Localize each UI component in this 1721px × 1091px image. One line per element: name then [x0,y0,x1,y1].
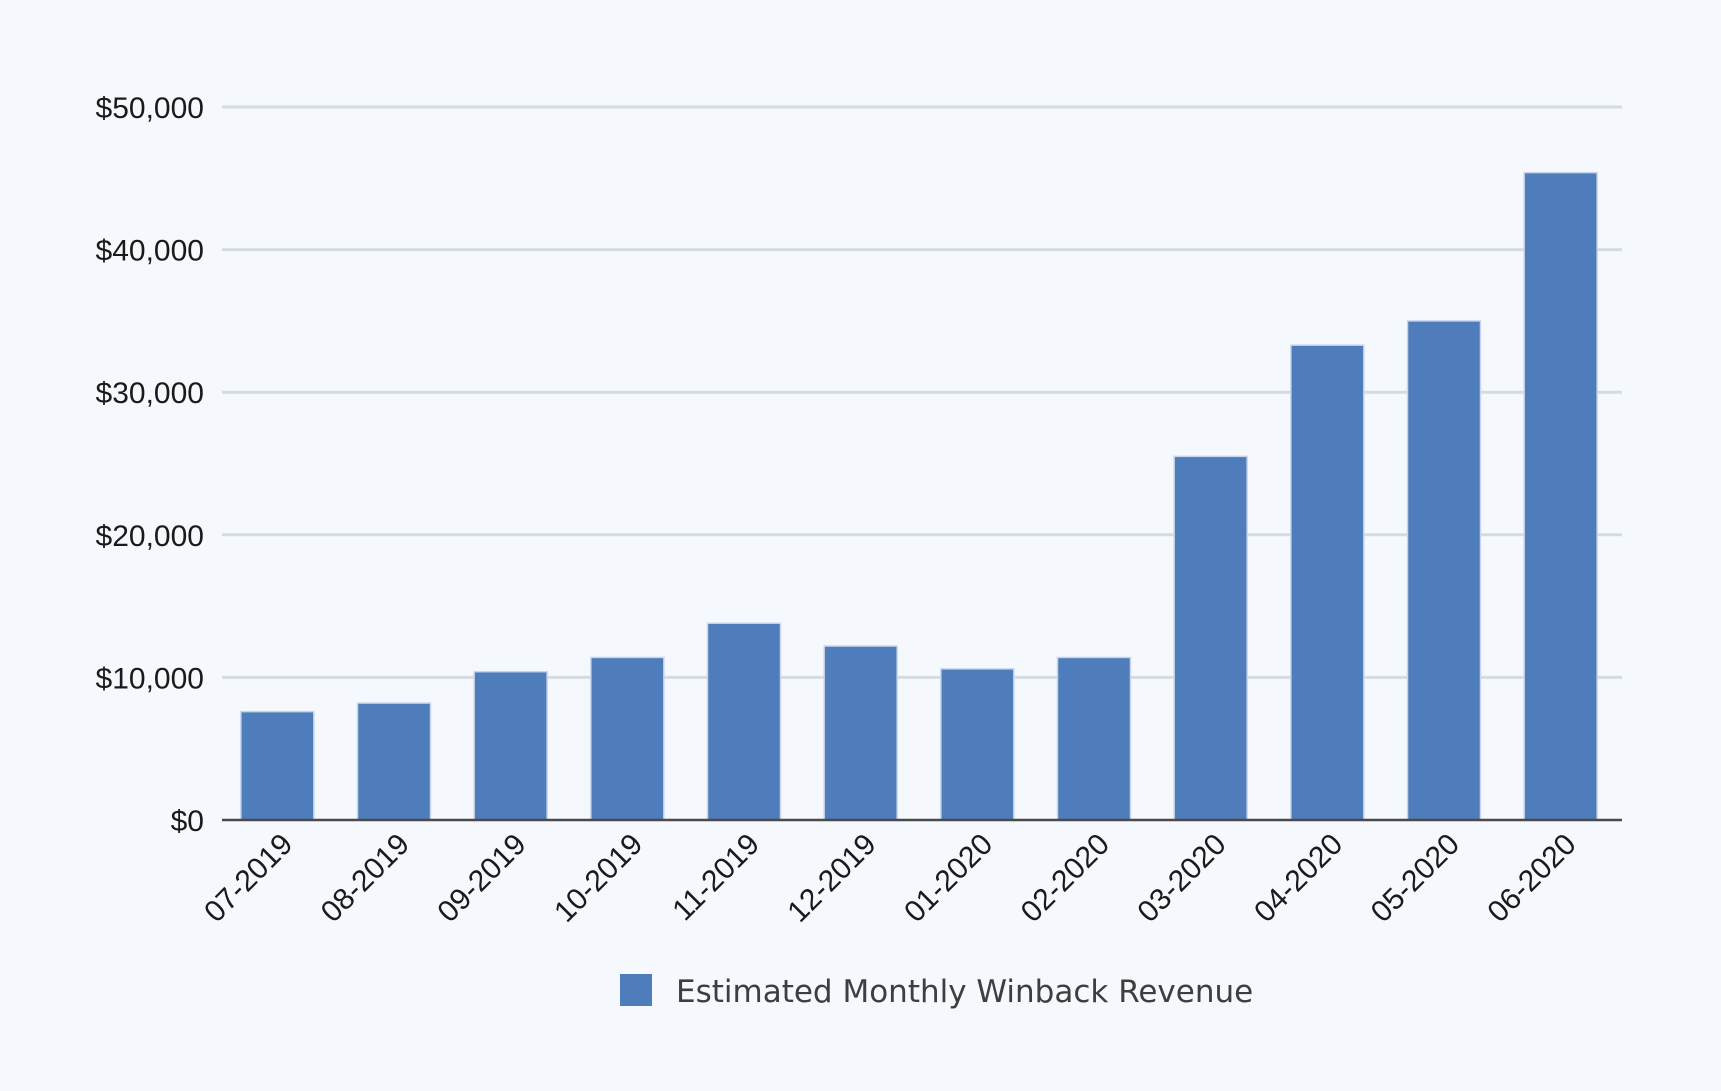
y-tick-label: $0 [171,805,204,838]
x-tick-label: 10-2019 [548,828,649,929]
x-tick-label: 09-2019 [431,828,532,929]
legend: Estimated Monthly Winback Revenue [620,974,1253,1010]
x-tick-label: 11-2019 [666,828,766,928]
x-tick-label: 07-2019 [198,828,299,929]
x-axis-ticks: 07-2019 08-2019 09-2019 10-2019 11-2019 12-20… [198,828,1583,929]
bar [356,702,432,821]
x-tick-label: 01-2020 [898,828,999,929]
y-tick-label: $20,000 [96,520,204,553]
bar [1523,171,1598,821]
x-tick-label: 03-2020 [1131,828,1232,929]
y-tick-label: $30,000 [96,377,204,410]
x-tick-label: 08-2019 [315,828,416,929]
x-tick-label: 05-2020 [1365,828,1466,929]
x-tick-label: 04-2020 [1248,828,1349,929]
y-tick-label: $50,000 [96,92,204,125]
x-tick-label: 12-2019 [781,828,882,929]
legend-label: Estimated Monthly Winback Revenue [676,974,1253,1010]
bar [940,668,1015,821]
y-tick-label: $40,000 [96,235,204,268]
bar [473,670,548,821]
bar [590,656,665,821]
legend-swatch [620,974,652,1006]
bar [1406,320,1482,821]
bar [1056,656,1132,821]
x-tick-label: 02-2020 [1015,828,1116,929]
x-tick-label: 06-2020 [1481,828,1582,929]
y-tick-label: $10,000 [96,662,204,695]
bar [823,645,898,821]
bar [706,622,782,821]
grid-lines [222,105,1622,679]
bars [240,171,1598,821]
bar [1290,344,1365,821]
y-axis-ticks: $0 $10,000 $20,000 $30,000 $40,000 $50,000 [96,92,204,838]
bar [240,710,315,821]
bar [1173,455,1248,821]
